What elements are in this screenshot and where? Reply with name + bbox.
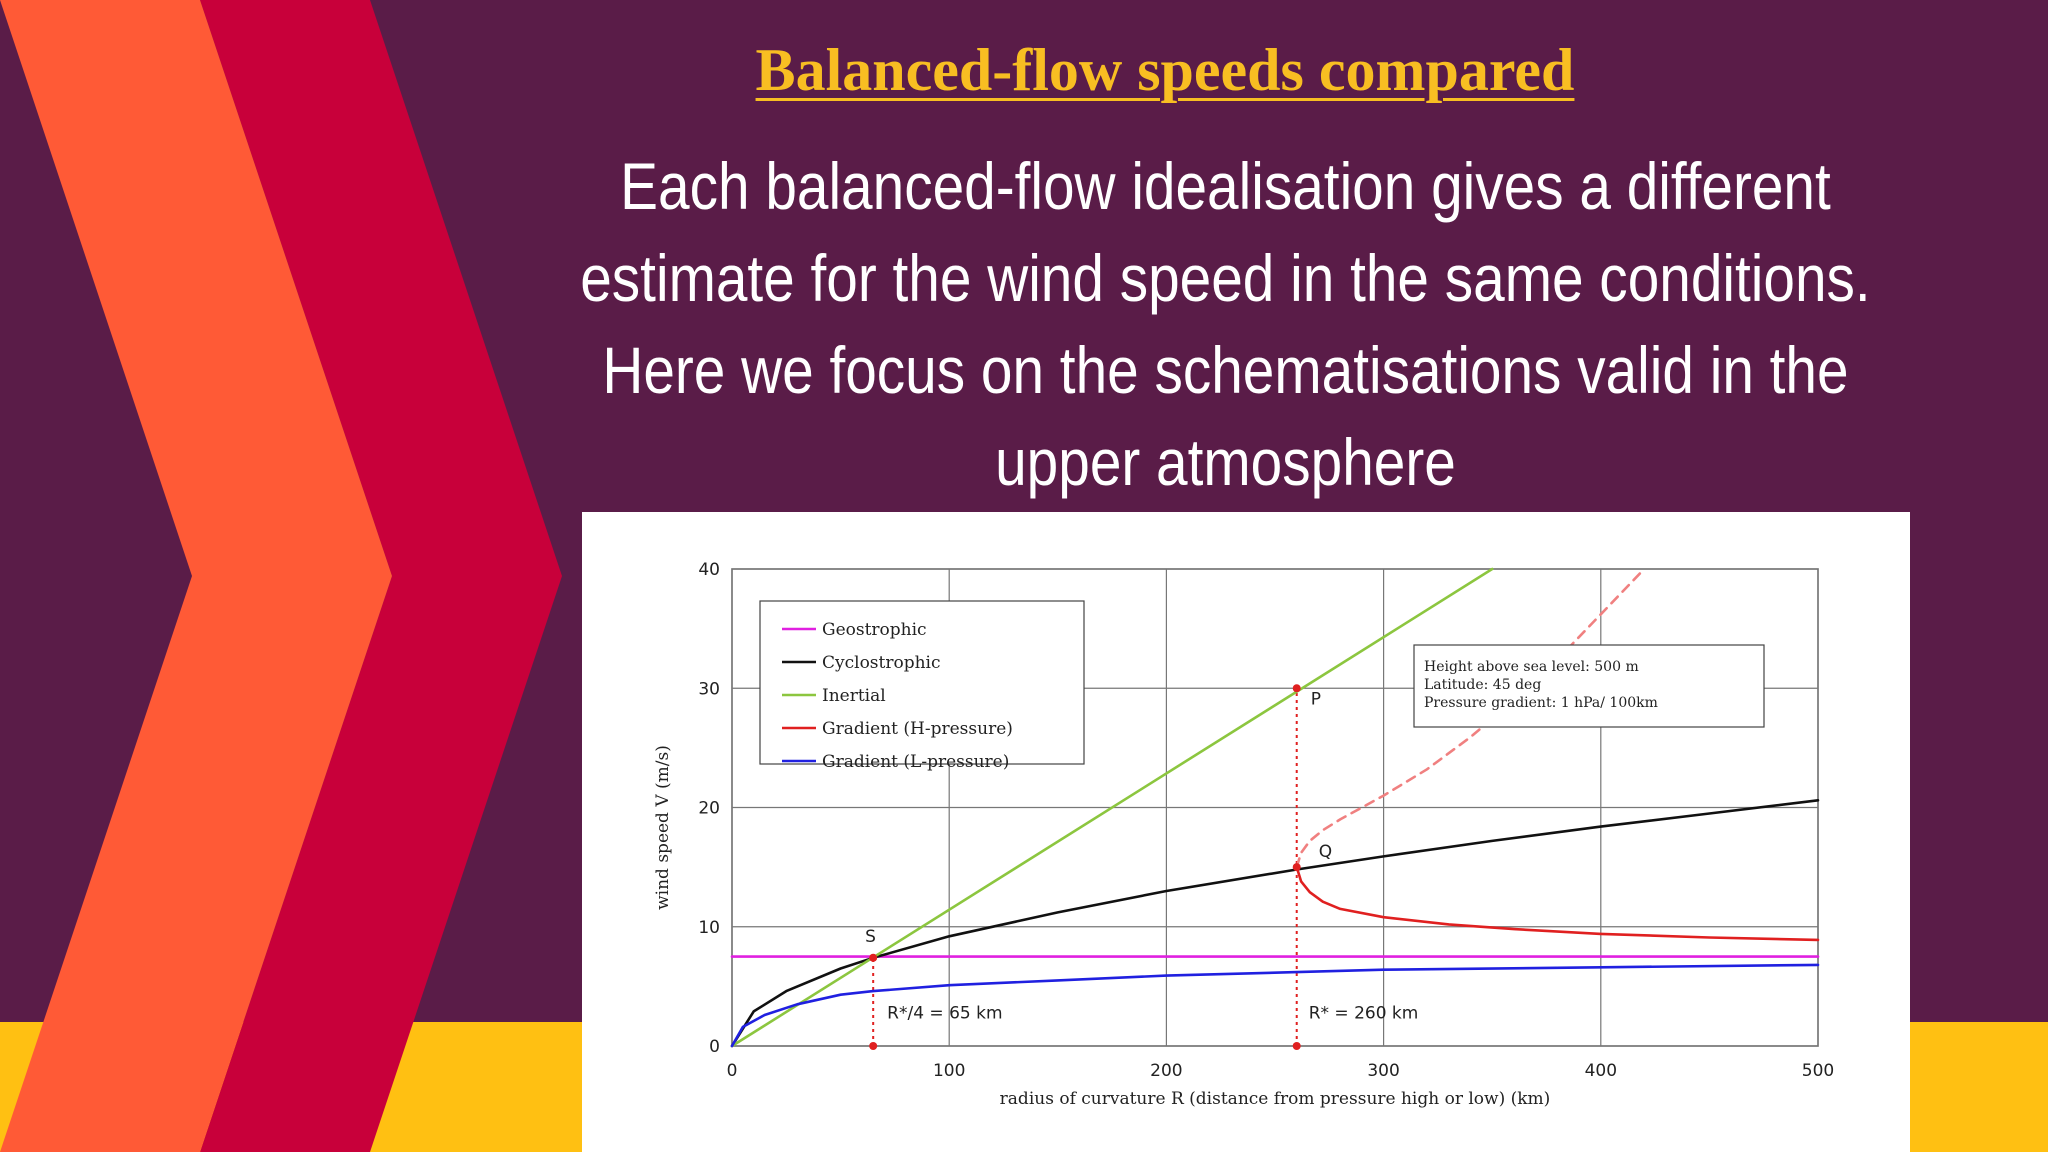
y-axis-label: wind speed V (m/s) bbox=[653, 745, 673, 910]
point-marker bbox=[869, 953, 878, 962]
series-lines bbox=[730, 567, 1820, 1048]
legend: Geostrophic Cyclostrophic Inertial Gradient… bbox=[759, 600, 1085, 772]
point-marker bbox=[1292, 863, 1301, 872]
x-axis-label: radius of curvature R (distance from pre… bbox=[1000, 1089, 1551, 1109]
chevron-red bbox=[200, 0, 562, 1152]
info-box-frame bbox=[1413, 644, 1765, 728]
x-tick-label: 300 bbox=[1367, 1061, 1399, 1081]
series-line bbox=[730, 963, 1820, 1048]
legend-label: Gradient (H-pressure) bbox=[822, 719, 1013, 739]
legend-label: Inertial bbox=[822, 686, 886, 706]
x-tick-label: 200 bbox=[1150, 1061, 1182, 1081]
reference-foot-marker bbox=[869, 1042, 878, 1050]
y-tick-label: 40 bbox=[698, 560, 720, 580]
reference-foot-marker bbox=[1292, 1042, 1301, 1050]
legend-label: Gradient (L-pressure) bbox=[822, 752, 1009, 772]
reference-lines: R*/4 = 65 km R* = 260 km bbox=[869, 688, 1418, 1050]
point-marker bbox=[1292, 684, 1301, 693]
x-tick-label: 100 bbox=[933, 1061, 965, 1081]
y-tick-label: 0 bbox=[709, 1037, 720, 1057]
y-tick-label: 10 bbox=[698, 918, 720, 938]
series-line bbox=[730, 799, 1820, 1048]
info-box: Height above sea level: 500 m Latitude: 4… bbox=[1413, 644, 1765, 728]
series-line bbox=[730, 567, 1494, 1048]
reference-label: R* = 260 km bbox=[1309, 1004, 1419, 1024]
balanced-flow-chart: R*/4 = 65 km R* = 260 km SPQ 0 100 200 300 40… bbox=[653, 560, 1834, 1109]
tick-labels: 0 100 200 300 400 500 0 10 20 30 40 bbox=[698, 560, 1834, 1081]
info-line: Pressure gradient: 1 hPa/ 100km bbox=[1424, 695, 1658, 711]
legend-label: Cyclostrophic bbox=[822, 653, 941, 673]
info-line: Latitude: 45 deg bbox=[1424, 677, 1541, 693]
chevron-orange bbox=[0, 0, 392, 1152]
point-label: P bbox=[1311, 689, 1321, 709]
point-label: S bbox=[865, 927, 876, 947]
point-label: Q bbox=[1319, 842, 1332, 862]
y-tick-label: 20 bbox=[698, 799, 720, 819]
reference-label: R*/4 = 65 km bbox=[887, 1004, 1002, 1024]
x-tick-label: 400 bbox=[1585, 1061, 1617, 1081]
series-line bbox=[1295, 865, 1820, 942]
slide-title: Balanced-flow speeds compared bbox=[755, 37, 1575, 103]
x-tick-label: 500 bbox=[1802, 1061, 1834, 1081]
slide-body-text: Each balanced-flow idealisation gives a … bbox=[580, 149, 1871, 499]
x-tick-label: 0 bbox=[727, 1061, 738, 1081]
marked-points: S P Q bbox=[865, 684, 1332, 962]
y-tick-label: 30 bbox=[698, 679, 720, 699]
legend-label: Geostrophic bbox=[822, 620, 927, 640]
info-line: Height above sea level: 500 m bbox=[1424, 659, 1639, 675]
